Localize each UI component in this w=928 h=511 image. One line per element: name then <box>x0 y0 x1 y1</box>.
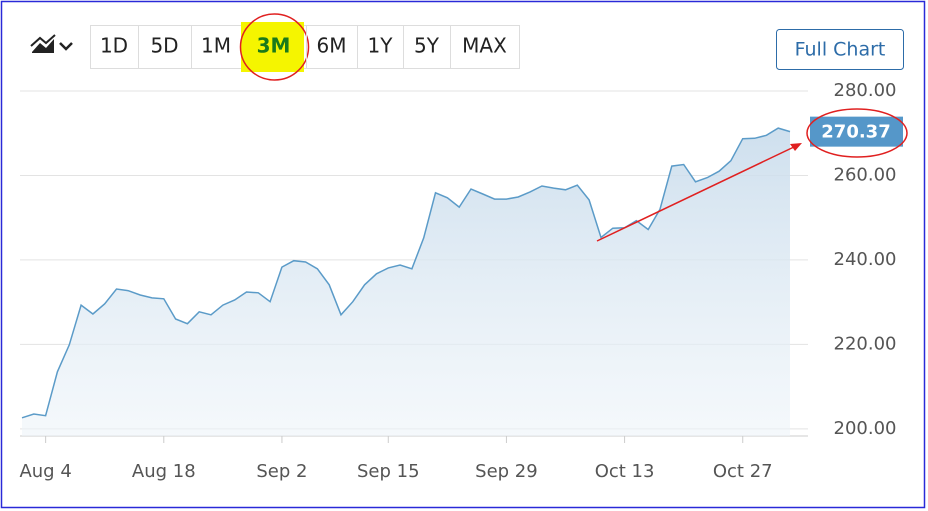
y-tick-label: 200.00 <box>834 418 897 439</box>
range-highlight <box>241 22 304 72</box>
x-tick-label: Aug 18 <box>132 461 196 482</box>
area-fill <box>22 128 790 436</box>
range-button[interactable]: 6M <box>317 34 347 58</box>
range-button[interactable]: 1M <box>201 34 231 58</box>
range-button[interactable]: 3M <box>257 34 291 58</box>
full-chart-button[interactable] <box>776 29 904 70</box>
range-button[interactable]: 1Y <box>368 34 394 58</box>
x-tick-label: Oct 27 <box>713 461 773 482</box>
annotation-circle <box>806 108 908 158</box>
chart-type-menu[interactable] <box>30 34 73 53</box>
last-price-badge <box>810 116 903 147</box>
y-tick-label: 240.00 <box>834 249 897 270</box>
price-line <box>21 127 791 419</box>
x-tick-label: Sep 2 <box>256 461 307 482</box>
x-tick-label: Sep 29 <box>475 461 538 482</box>
x-tick-label: Sep 15 <box>357 461 420 482</box>
full-chart-label: Full Chart <box>795 39 886 61</box>
arrow-head <box>790 143 802 151</box>
x-tick-label: Aug 4 <box>19 461 71 482</box>
x-tick-label: Oct 13 <box>595 461 655 482</box>
last-price-label: 270.37 <box>821 122 890 143</box>
range-button[interactable]: 5D <box>150 34 178 58</box>
range-button[interactable]: MAX <box>462 34 507 58</box>
y-tick-label: 220.00 <box>834 333 897 354</box>
range-button[interactable]: 1D <box>100 34 128 58</box>
range-circle <box>239 13 310 81</box>
annotation-arrow <box>596 145 797 242</box>
y-tick-label: 260.00 <box>834 164 897 185</box>
y-tick-label: 280.00 <box>834 80 897 101</box>
range-button[interactable]: 5Y <box>414 34 440 58</box>
